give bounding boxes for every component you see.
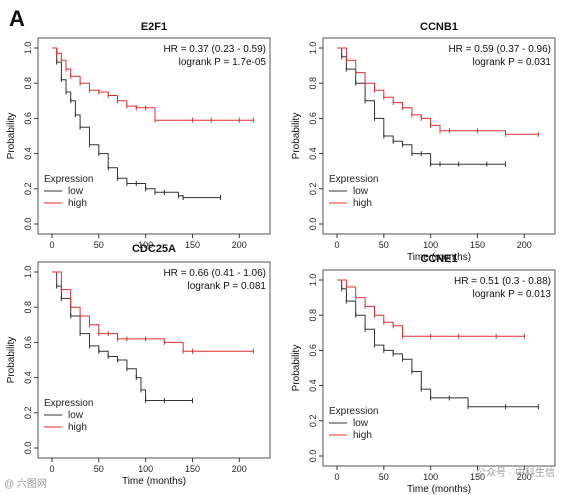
x-axis-label: Time (months) (407, 252, 471, 263)
x-axis-label: Time (months) (407, 484, 471, 495)
y-tick-label: 0.4 (308, 147, 318, 160)
plot-frame (322, 269, 556, 467)
x-tick-label: 50 (379, 472, 389, 482)
x-tick-label: 150 (185, 464, 200, 474)
y-tick-label: 0.6 (308, 344, 318, 357)
watermark-right: 公众号 · 中科生信 (476, 466, 555, 479)
x-tick-label: 200 (517, 240, 532, 250)
x-tick-label: 100 (138, 240, 153, 250)
panel-label: A (9, 6, 25, 31)
y-axis-label: Probability (6, 337, 17, 384)
x-tick-label: 0 (334, 472, 339, 482)
legend-title: Expression (329, 174, 378, 185)
y-tick-label: 1.0 (23, 42, 33, 55)
x-tick-label: 0 (49, 464, 54, 474)
x-axis-label: Time (months) (122, 476, 186, 487)
y-tick-label: 0.0 (308, 450, 318, 463)
y-tick-label: 0.8 (23, 301, 33, 314)
y-tick-label: 0.4 (308, 379, 318, 392)
x-tick-label: 200 (232, 240, 247, 250)
legend-entry-high: high (353, 430, 372, 441)
series-high-curve (52, 271, 254, 352)
chart-title: CCNB1 (420, 21, 458, 33)
x-tick-label: 50 (94, 240, 104, 250)
y-tick-label: 0.8 (308, 309, 318, 322)
y-tick-label: 1.0 (23, 266, 33, 279)
y-tick-label: 0.6 (308, 112, 318, 125)
x-tick-label: 0 (49, 240, 54, 250)
legend-entry-low: low (68, 410, 84, 421)
legend-entry-high: high (68, 198, 87, 209)
legend-title: Expression (329, 406, 378, 417)
x-tick-label: 150 (470, 472, 485, 482)
hazard-ratio-label: HR = 0.37 (0.23 - 0.59) (163, 44, 266, 55)
series-low-curve (52, 271, 193, 401)
legend-entry-high: high (353, 198, 372, 209)
y-tick-label: 0.0 (23, 442, 33, 455)
plot-frame (37, 37, 271, 235)
hazard-ratio-label: HR = 0.51 (0.3 - 0.88) (454, 276, 551, 287)
y-tick-label: 0.8 (23, 77, 33, 90)
km-panel-ccne1: CCNE1 HR = 0.51 (0.3 - 0.88) logrank P = 0… (291, 253, 556, 495)
y-axis-label: Probability (291, 345, 302, 392)
y-tick-label: 0.2 (23, 407, 33, 420)
x-tick-label: 150 (470, 240, 485, 250)
x-tick-label: 50 (94, 464, 104, 474)
series-high-curve (337, 47, 539, 135)
y-tick-label: 1.0 (308, 274, 318, 287)
logrank-p-label: logrank P = 0.081 (188, 281, 267, 292)
y-tick-label: 0.4 (23, 147, 33, 160)
legend-title: Expression (44, 398, 93, 409)
legend-entry-low: low (353, 186, 369, 197)
x-tick-label: 200 (232, 464, 247, 474)
series-high-curve (52, 47, 254, 121)
y-axis-label: Probability (291, 113, 302, 160)
legend-entry-high: high (68, 422, 87, 433)
y-tick-label: 0.8 (308, 77, 318, 90)
x-tick-label: 100 (423, 240, 438, 250)
y-tick-label: 0.0 (23, 218, 33, 231)
x-tick-label: 200 (517, 472, 532, 482)
y-tick-label: 0.2 (23, 183, 33, 196)
y-axis-label: Probability (6, 113, 17, 160)
y-tick-label: 1.0 (308, 42, 318, 55)
x-tick-label: 0 (334, 240, 339, 250)
km-panel-ccnb1: CCNB1 HR = 0.59 (0.37 - 0.96) logrank P = … (291, 21, 556, 263)
km-panel-cdc25a: CDC25A HR = 0.66 (0.41 - 1.06) logrank P =… (6, 243, 271, 487)
y-tick-label: 0.2 (308, 183, 318, 196)
hazard-ratio-label: HR = 0.59 (0.37 - 0.96) (448, 44, 551, 55)
legend-entry-low: low (68, 186, 84, 197)
plot-frame (37, 261, 271, 459)
x-tick-label: 100 (423, 472, 438, 482)
logrank-p-label: logrank P = 1.7e-05 (179, 57, 267, 68)
x-tick-label: 50 (379, 240, 389, 250)
y-tick-label: 0.2 (308, 415, 318, 428)
watermark-left: @ 六图网 (4, 478, 47, 490)
series-low-curve (52, 47, 221, 199)
legend-entry-low: low (353, 418, 369, 429)
x-tick-label: 100 (138, 464, 153, 474)
plot-frame (322, 37, 556, 235)
legend-title: Expression (44, 174, 93, 185)
y-tick-label: 0.6 (23, 112, 33, 125)
chart-title: CCNE1 (420, 253, 457, 265)
hazard-ratio-label: HR = 0.66 (0.41 - 1.06) (163, 268, 266, 279)
logrank-p-label: logrank P = 0.013 (473, 289, 552, 300)
y-tick-label: 0.4 (23, 371, 33, 384)
chart-title: CDC25A (132, 243, 176, 255)
x-tick-label: 150 (185, 240, 200, 250)
logrank-p-label: logrank P = 0.031 (473, 57, 552, 68)
chart-title: E2F1 (141, 21, 167, 33)
km-panel-e2f1: E2F1 HR = 0.37 (0.23 - 0.59) logrank P = 1… (6, 21, 271, 250)
y-tick-label: 0.6 (23, 336, 33, 349)
y-tick-label: 0.0 (308, 218, 318, 231)
